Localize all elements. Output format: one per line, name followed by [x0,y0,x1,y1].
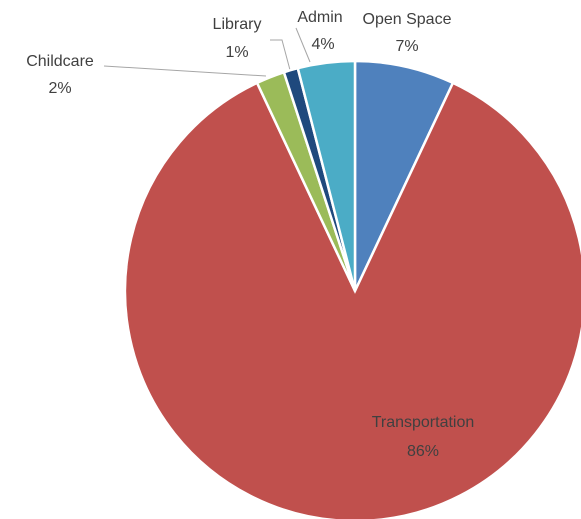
slice-label: Admin [297,9,342,26]
slice-label: Transportation [372,414,475,431]
slice-value-label: 1% [225,44,248,61]
pie-slice [353,59,455,292]
slice-value-label: 4% [311,36,334,53]
slice-value-label: 7% [395,38,418,55]
pie-slice [296,59,357,292]
slice-value-label: 2% [48,80,71,97]
slice-label: Childcare [26,53,94,70]
pie-slice [123,81,581,519]
slice-label: Open Space [363,11,452,28]
leader-line [295,27,311,63]
leader-line [270,39,291,71]
slice-label: Library [213,16,262,33]
slice-value-label: 86% [407,443,439,460]
leader-line [103,65,267,77]
